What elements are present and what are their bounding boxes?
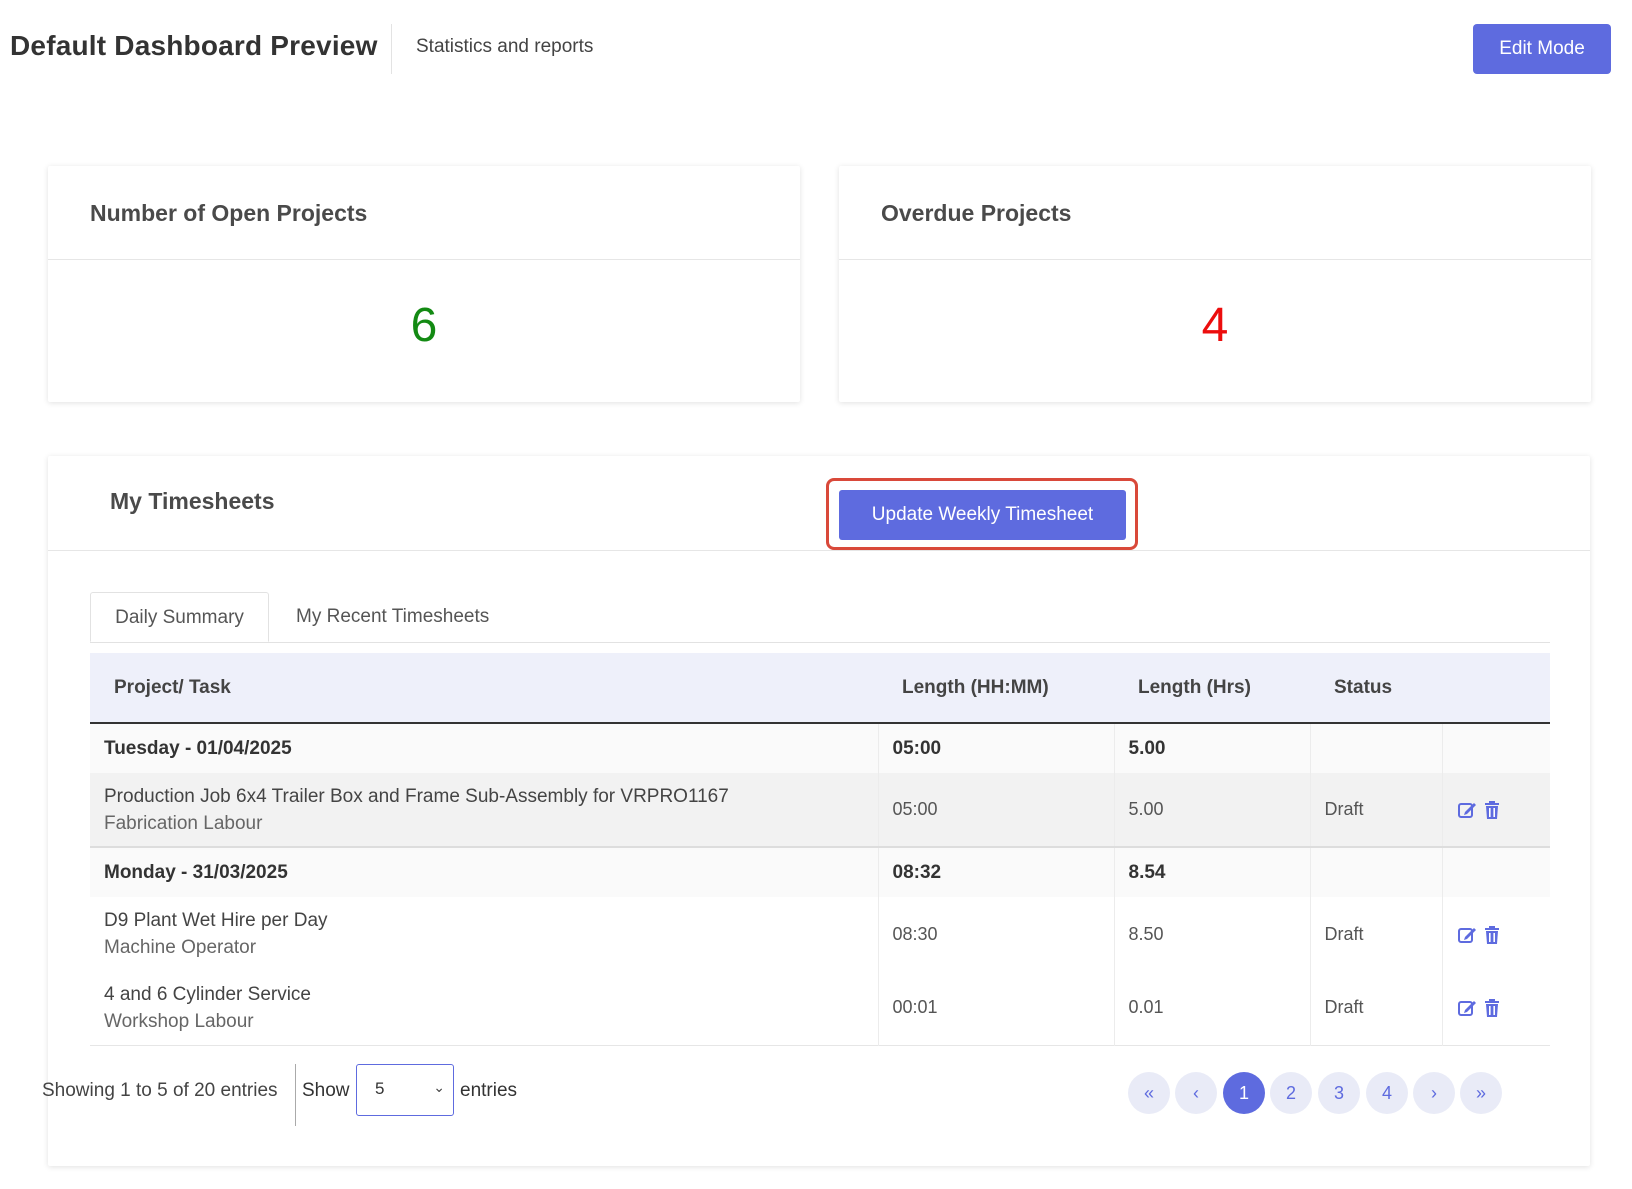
timesheets-header: My Timesheets Update Weekly Timesheet: [48, 456, 1590, 551]
overdue-projects-value: 4: [1201, 299, 1229, 352]
group-row: Tuesday - 01/04/2025 05:00 5.00: [90, 723, 1550, 773]
open-projects-card: Number of Open Projects 6: [48, 166, 800, 402]
page-size-value: 5: [375, 1079, 385, 1098]
open-projects-title: Number of Open Projects: [48, 166, 800, 260]
edit-icon[interactable]: [1457, 998, 1477, 1018]
table-row: D9 Plant Wet Hire per Day Machine Operat…: [90, 897, 1550, 971]
entry-hhmm: 08:30: [878, 897, 1115, 971]
tab-my-recent-timesheets[interactable]: My Recent Timesheets: [296, 606, 490, 627]
entry-hrs: 5.00: [1114, 773, 1311, 847]
group-hhmm: 08:32: [878, 847, 1115, 897]
entries-label: entries: [460, 1080, 518, 1101]
group-row: Monday - 31/03/2025 08:32 8.54: [90, 847, 1550, 897]
last-page-button[interactable]: »: [1460, 1072, 1502, 1114]
timesheets-title: My Timesheets: [110, 488, 275, 514]
column-header-actions: [1442, 653, 1550, 724]
column-header-project-task: Project/ Task: [90, 653, 878, 724]
task-name: 4 and 6 Cylinder Service: [104, 983, 311, 1005]
entry-status: Draft: [1310, 897, 1443, 971]
group-label: Monday - 31/03/2025: [90, 847, 879, 897]
timesheet-tabs: Daily Summary My Recent Timesheets: [90, 592, 1550, 643]
show-label: Show: [302, 1080, 350, 1101]
showing-entries-text: Showing 1 to 5 of 20 entries: [42, 1080, 278, 1101]
task-category: Workshop Labour: [104, 1010, 254, 1032]
entry-hrs: 0.01: [1114, 971, 1311, 1045]
trash-icon[interactable]: [1482, 998, 1502, 1018]
top-bar: Default Dashboard Preview Statistics and…: [0, 0, 1632, 100]
page-4-button[interactable]: 4: [1366, 1072, 1408, 1114]
title-divider: [391, 24, 392, 74]
group-hhmm: 05:00: [878, 723, 1115, 773]
edit-icon[interactable]: [1457, 925, 1477, 945]
group-hrs: 8.54: [1114, 847, 1311, 897]
overdue-projects-card: Overdue Projects 4: [839, 166, 1591, 402]
timesheet-table: Project/ Task Length (HH:MM) Length (Hrs…: [90, 653, 1550, 1046]
chevron-down-icon: ⌄: [433, 1079, 445, 1095]
overdue-projects-title: Overdue Projects: [839, 166, 1591, 260]
page-1-button[interactable]: 1: [1223, 1072, 1265, 1114]
entry-status: Draft: [1310, 971, 1443, 1045]
page-title: Default Dashboard Preview: [10, 30, 378, 61]
column-header-length-hhmm: Length (HH:MM): [878, 653, 1114, 724]
table-row: Production Job 6x4 Trailer Box and Frame…: [90, 773, 1550, 847]
page-size-select[interactable]: 5 ⌄: [356, 1064, 454, 1116]
trash-icon[interactable]: [1482, 925, 1502, 945]
edit-mode-button[interactable]: Edit Mode: [1473, 24, 1611, 74]
footer-divider: [295, 1064, 296, 1126]
table-footer: Showing 1 to 5 of 20 entries Show 5 ⌄ en…: [42, 1064, 1502, 1134]
entry-hhmm: 00:01: [878, 971, 1115, 1045]
entry-hhmm: 05:00: [878, 773, 1115, 847]
page-2-button[interactable]: 2: [1270, 1072, 1312, 1114]
entry-hrs: 8.50: [1114, 897, 1311, 971]
tab-daily-summary[interactable]: Daily Summary: [90, 592, 269, 642]
prev-page-button[interactable]: ‹: [1175, 1072, 1217, 1114]
task-category: Machine Operator: [104, 937, 257, 958]
edit-icon[interactable]: [1457, 800, 1477, 820]
column-header-length-hrs: Length (Hrs): [1114, 653, 1310, 724]
task-name: Production Job 6x4 Trailer Box and Frame…: [104, 785, 729, 807]
entry-status: Draft: [1310, 773, 1443, 847]
pagination: « ‹ 1 2 3 4 › »: [1128, 1072, 1502, 1114]
task-category: Fabrication Labour: [104, 812, 263, 834]
group-hrs: 5.00: [1114, 723, 1311, 773]
page-subtitle: Statistics and reports: [416, 36, 594, 57]
table-row: 4 and 6 Cylinder Service Workshop Labour…: [90, 971, 1550, 1045]
first-page-button[interactable]: «: [1128, 1072, 1170, 1114]
next-page-button[interactable]: ›: [1413, 1072, 1455, 1114]
open-projects-value: 6: [410, 299, 438, 352]
page-3-button[interactable]: 3: [1318, 1072, 1360, 1114]
task-name: D9 Plant Wet Hire per Day: [104, 910, 328, 931]
highlight-box: [826, 478, 1138, 550]
column-header-status: Status: [1310, 653, 1442, 724]
table-header-row: Project/ Task Length (HH:MM) Length (Hrs…: [90, 653, 1550, 724]
group-label: Tuesday - 01/04/2025: [90, 723, 879, 773]
timesheets-card: My Timesheets Update Weekly Timesheet Da…: [48, 456, 1590, 1166]
update-weekly-timesheet-button[interactable]: Update Weekly Timesheet: [839, 490, 1126, 540]
trash-icon[interactable]: [1482, 800, 1502, 820]
